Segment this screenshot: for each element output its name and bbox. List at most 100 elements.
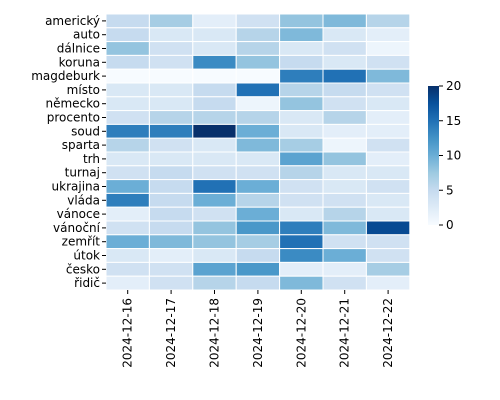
row-label: dálnice (57, 42, 100, 56)
row-label: auto (73, 28, 100, 42)
heatmap-cell (322, 110, 367, 125)
heatmap-cell (235, 96, 281, 112)
heatmap-cell (365, 54, 411, 70)
heatmap-cell (235, 220, 281, 236)
column-label: 2024-12-17 (164, 298, 178, 368)
heatmap-cell (105, 27, 150, 43)
heatmap-cell (235, 165, 281, 181)
heatmap-cell (105, 96, 150, 112)
row-label: sparta (62, 138, 100, 152)
colorbar: 0 5 10 15 20 (428, 79, 461, 232)
colorbar-tick-label: 15 (446, 114, 461, 128)
heatmap-cell (279, 165, 324, 181)
heatmap-cell (365, 110, 411, 125)
heatmap-cell (279, 192, 324, 208)
row-label: místo (67, 83, 100, 97)
heatmap-cell (365, 192, 411, 208)
colorbar-tick-label: 20 (446, 79, 461, 93)
heatmap-cell (279, 220, 324, 236)
heatmap-cell (192, 13, 237, 29)
row-label: řidič (74, 276, 100, 290)
colorbar-gradient (428, 86, 439, 225)
heatmap-cell (322, 248, 367, 263)
heatmap-cell (235, 151, 281, 167)
heatmap-cell (148, 137, 194, 153)
heatmap-cell (148, 220, 194, 236)
heatmap-cell (235, 248, 281, 263)
heatmap-cell (279, 68, 324, 84)
heatmap-cell (365, 13, 411, 29)
heatmap-cell (322, 192, 367, 208)
heatmap-cell (192, 248, 237, 263)
row-label: útok (73, 249, 100, 263)
heatmap-cell (322, 206, 367, 222)
heatmap-cell (105, 13, 150, 29)
row-label: koruna (59, 55, 100, 69)
heatmap-cell (322, 165, 367, 181)
heatmap-cell (322, 41, 367, 56)
heatmap-cell (192, 96, 237, 112)
heatmap-cell (279, 261, 324, 277)
heatmap-cell (279, 206, 324, 222)
row-label: turnaj (65, 166, 100, 180)
heatmap-cell (322, 220, 367, 236)
heatmap-cell (322, 96, 367, 112)
row-label: zemřít (62, 235, 101, 249)
heatmap-cell (365, 179, 411, 194)
heatmap-cell (365, 151, 411, 167)
heatmap-cell (235, 206, 281, 222)
heatmap-cell (365, 165, 411, 181)
heatmap-cell (322, 261, 367, 277)
heatmap-cell (192, 220, 237, 236)
heatmap-cell (235, 13, 281, 29)
heatmap-cell (105, 275, 150, 291)
heatmap-cell (105, 165, 150, 181)
heatmap-cell (279, 234, 324, 250)
heatmap-cell (148, 165, 194, 181)
row-label: česko (66, 262, 100, 276)
heatmap-cell (279, 96, 324, 112)
heatmap-cell (322, 82, 367, 98)
heatmap-cell (279, 123, 324, 139)
heatmap-cell (192, 54, 237, 70)
heatmap-cell (192, 123, 237, 139)
heatmap-cell (322, 13, 367, 29)
heatmap-cell (148, 192, 194, 208)
heatmap-cell (279, 179, 324, 194)
heatmap-cell (322, 234, 367, 250)
heatmap-cell (105, 234, 150, 250)
heatmap-cell (105, 206, 150, 222)
heatmap-cell (279, 110, 324, 125)
heatmap-cell (365, 234, 411, 250)
heatmap-cell (105, 220, 150, 236)
heatmap-cell (148, 151, 194, 167)
column-label: 2024-12-19 (251, 298, 265, 368)
heatmap-cell (279, 27, 324, 43)
row-label: magdeburk (31, 69, 100, 83)
heatmap-cell (279, 82, 324, 98)
heatmap-cell (105, 151, 150, 167)
heatmap-cell (235, 192, 281, 208)
heatmap-cell (105, 68, 150, 84)
heatmap-cell (235, 275, 281, 291)
heatmap-cell (192, 165, 237, 181)
heatmap-cell (279, 41, 324, 56)
heatmap-cell (192, 68, 237, 84)
heatmap-cell (235, 54, 281, 70)
heatmap-cell (365, 261, 411, 277)
heatmap-cell (192, 27, 237, 43)
heatmap-cell (235, 41, 281, 56)
heatmap-cell (105, 110, 150, 125)
heatmap-cell (148, 275, 194, 291)
row-label: procento (47, 111, 100, 125)
heatmap-cell (192, 192, 237, 208)
heatmap-cell (322, 123, 367, 139)
heatmap-cell (105, 123, 150, 139)
column-labels: 2024-12-16 2024-12-17 2024-12-18 2024-12-19… (121, 290, 395, 368)
column-label: 2024-12-21 (338, 298, 352, 368)
row-label: vánoční (53, 221, 101, 235)
column-label: 2024-12-20 (294, 298, 308, 368)
colorbar-tick-label: 0 (446, 218, 454, 232)
heatmap-cell (192, 41, 237, 56)
